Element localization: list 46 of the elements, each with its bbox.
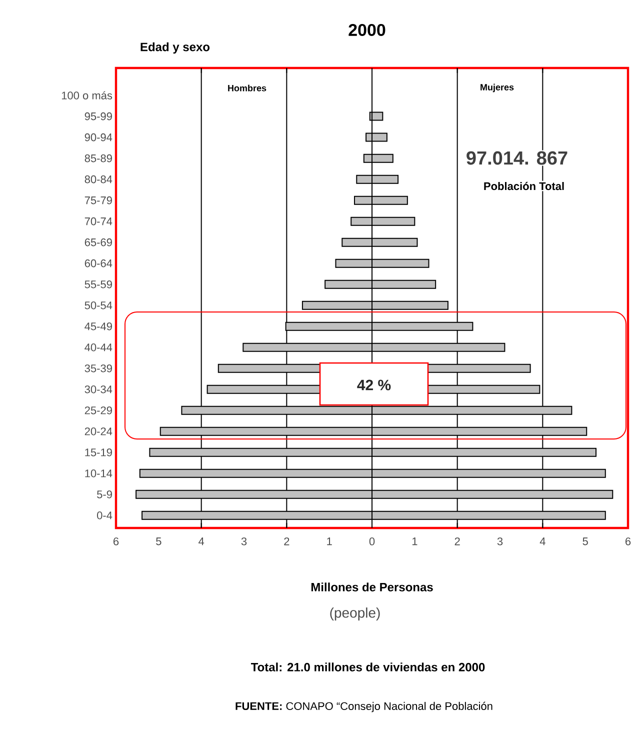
x-tick-label: 6 bbox=[114, 538, 119, 546]
x-tick-label: 5 bbox=[156, 538, 162, 546]
y-tick-label: 35-39 bbox=[84, 364, 112, 372]
y-tick-label: 80-84 bbox=[84, 175, 112, 184]
annotation: Población Total bbox=[484, 182, 564, 190]
x-tick-label: 4 bbox=[540, 538, 546, 546]
y-axis-title: Edad y sexo bbox=[140, 42, 210, 54]
annotation: Mujeres bbox=[480, 84, 514, 92]
y-tick-label: 0-4 bbox=[97, 511, 112, 520]
text: FUENTE: CONAPO “Consejo Nacional de Población bbox=[236, 702, 492, 712]
y-tick-label: 100 o más bbox=[62, 91, 112, 100]
x-tick-label: 2 bbox=[454, 538, 460, 546]
x-tick-label: 3 bbox=[241, 538, 247, 546]
y-tick-label: 40-44 bbox=[84, 343, 112, 352]
x-tick-label: 4 bbox=[198, 538, 204, 546]
x-axis-title: Millones de Personas bbox=[311, 582, 433, 592]
y-tick-label: 20-24 bbox=[84, 427, 112, 436]
x-tick-label: 3 bbox=[497, 538, 503, 546]
y-tick-label: 90-94 bbox=[84, 133, 112, 142]
y-tick-label: 30-34 bbox=[84, 385, 112, 394]
x-tick-label: 2 bbox=[284, 538, 290, 546]
annotation: Hombres bbox=[228, 84, 266, 92]
x-tick-label: 1 bbox=[412, 538, 418, 546]
annotation: 42 % bbox=[357, 380, 391, 390]
x-tick-label: 1 bbox=[327, 538, 332, 546]
y-tick-label: 95-99 bbox=[84, 112, 112, 120]
text: Total: 21.0 millones de viviendas en 2000 bbox=[250, 662, 485, 672]
x-tick-label: 5 bbox=[582, 538, 588, 546]
chart-title: 2000 bbox=[348, 24, 386, 36]
y-tick-label: 5-9 bbox=[97, 490, 112, 498]
y-tick-label: 75-79 bbox=[84, 196, 112, 204]
y-tick-label: 85-89 bbox=[84, 154, 112, 162]
annotation: 97.014. 867 bbox=[466, 151, 568, 165]
y-tick-label: 15-19 bbox=[85, 448, 112, 456]
x-tick-label: 6 bbox=[626, 538, 631, 546]
y-tick-label: 70-74 bbox=[84, 217, 112, 226]
y-tick-label: 45-49 bbox=[84, 322, 112, 330]
bar bbox=[372, 112, 384, 121]
x-tick-label: 0 bbox=[369, 538, 375, 546]
y-tick-label: 10-14 bbox=[85, 469, 112, 478]
text: (people) bbox=[330, 607, 380, 621]
y-tick-label: 65-69 bbox=[84, 238, 112, 246]
y-tick-label: 50-54 bbox=[84, 301, 112, 310]
y-tick-label: 25-29 bbox=[84, 406, 112, 414]
y-tick-label: 55-59 bbox=[84, 280, 112, 288]
y-tick-label: 60-64 bbox=[84, 259, 112, 268]
